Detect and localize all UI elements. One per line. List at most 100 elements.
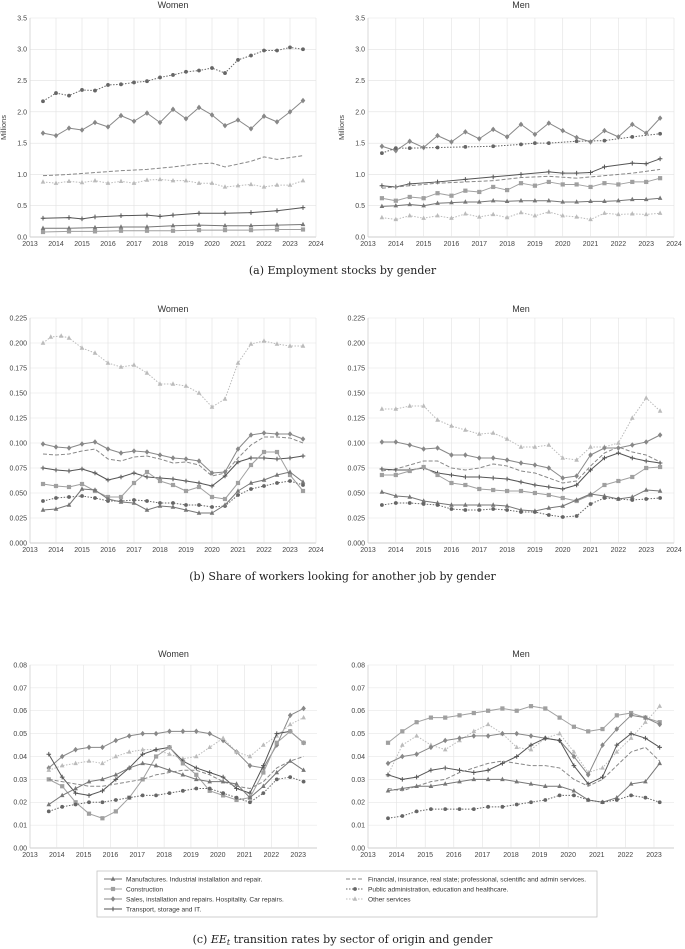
data-point	[629, 196, 635, 202]
legend-label: Financial, insurance, real state; profes…	[368, 876, 586, 883]
data-point	[144, 474, 150, 480]
data-point	[261, 783, 266, 788]
data-point	[40, 481, 46, 487]
data-point	[248, 181, 254, 187]
x-tick-label: 2021	[230, 241, 246, 248]
data-point	[532, 213, 538, 218]
data-point	[614, 742, 620, 748]
data-point	[234, 749, 239, 754]
data-point	[210, 66, 214, 70]
series-6	[40, 176, 306, 189]
data-point	[144, 469, 150, 475]
series-3	[40, 205, 306, 222]
data-point	[54, 91, 58, 95]
data-point	[421, 446, 426, 452]
data-point	[60, 784, 65, 789]
series-1	[379, 176, 663, 203]
data-point	[616, 182, 621, 187]
data-point	[207, 778, 213, 784]
data-point	[560, 475, 566, 481]
y-tick-label: 3.5	[17, 15, 27, 22]
y-tick-label: 3.0	[355, 47, 365, 54]
panel-a-men: 0.0 0.5 1.0 1.5 2.0 2.5 3.0 3.5 2013 2014 2015 2016…	[337, 0, 682, 248]
data-point	[66, 468, 72, 474]
data-point	[574, 497, 579, 502]
data-point	[248, 125, 254, 132]
data-point	[274, 777, 279, 782]
data-point	[379, 203, 385, 209]
data-point	[131, 500, 137, 505]
data-point	[193, 765, 199, 771]
data-point	[629, 494, 635, 499]
y-tick-label: 0.175	[347, 365, 365, 372]
data-point	[491, 507, 496, 511]
data-point	[643, 130, 649, 136]
data-point	[100, 816, 105, 821]
caption-c-prefix: (c)	[193, 933, 211, 946]
data-point	[407, 501, 412, 505]
data-point	[247, 762, 253, 769]
y-tick-label: 1.0	[355, 172, 365, 179]
x-tick-label: 2014	[389, 852, 405, 859]
data-point	[196, 210, 202, 216]
data-point	[73, 800, 78, 805]
data-point	[153, 762, 159, 768]
data-point	[500, 730, 505, 737]
x-tick-label: 2020	[555, 241, 571, 248]
data-point	[144, 507, 150, 512]
data-point	[518, 488, 524, 494]
data-point	[588, 491, 593, 496]
data-point	[105, 124, 111, 130]
data-point	[600, 726, 605, 732]
data-point	[183, 177, 189, 183]
y-tick-label: 0.100	[9, 440, 27, 447]
data-point	[140, 777, 145, 782]
data-point	[643, 196, 649, 202]
data-point	[477, 486, 482, 492]
data-point	[528, 704, 534, 709]
data-point	[235, 480, 241, 486]
data-point	[414, 809, 419, 814]
x-tick-label: 2023	[282, 547, 298, 554]
data-point	[274, 227, 280, 232]
data-point	[153, 747, 159, 752]
data-point	[158, 75, 162, 80]
data-point	[379, 214, 385, 220]
panel-c-men: 0.00 0.01 0.02 0.03 0.04 0.05 0.06 0.07 0.08 2013…	[351, 649, 674, 859]
x-tick-label: 2023	[282, 241, 298, 248]
data-point	[183, 456, 189, 462]
data-point	[572, 793, 576, 798]
data-point	[614, 726, 620, 732]
panel-b-men: 0.000 0.025 0.050 0.075 0.100 0.125 0.150 0.175…	[347, 304, 681, 554]
x-tick-label: 2021	[583, 241, 599, 248]
x-tick-label: 2013	[22, 547, 38, 554]
data-point	[471, 733, 477, 739]
series-2	[379, 432, 663, 481]
data-point	[167, 767, 172, 772]
data-point	[557, 715, 562, 720]
data-point	[79, 127, 85, 133]
y-tick-label: 2.0	[355, 109, 365, 116]
data-point	[407, 146, 412, 151]
data-point	[471, 770, 477, 775]
legend-swatch-marker	[110, 876, 116, 881]
data-point	[53, 132, 59, 139]
data-point	[560, 486, 566, 492]
data-point	[421, 464, 426, 470]
data-point	[588, 184, 593, 190]
data-point	[236, 58, 240, 62]
x-tick-label: 2015	[416, 241, 432, 248]
x-tick-label: 2014	[49, 852, 65, 859]
series-6	[46, 714, 306, 772]
series-5	[41, 479, 305, 509]
data-point	[262, 484, 266, 488]
data-point	[463, 129, 468, 135]
data-point	[92, 214, 98, 220]
y-tick-label: 0.00	[13, 845, 27, 852]
data-point	[170, 223, 176, 228]
data-point	[247, 753, 253, 759]
data-point	[54, 496, 58, 500]
data-point	[248, 432, 254, 438]
data-point	[235, 488, 241, 493]
